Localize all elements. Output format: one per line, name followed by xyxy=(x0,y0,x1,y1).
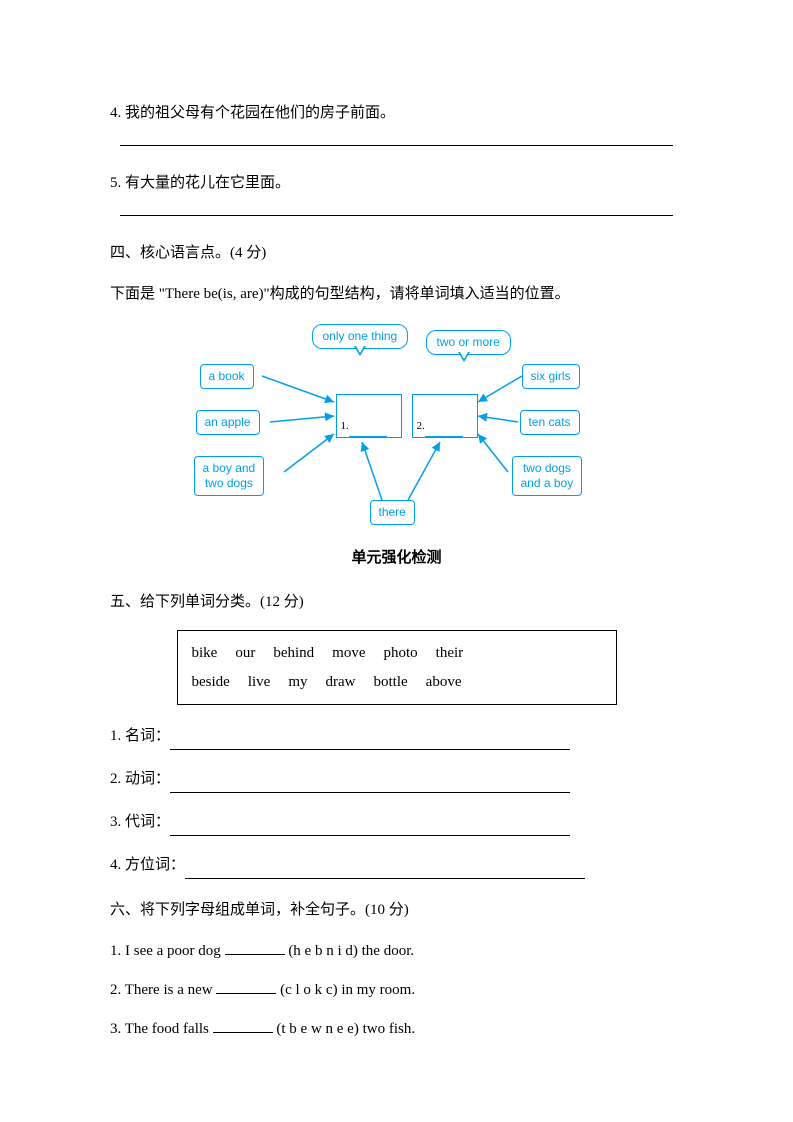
box-a-book: a book xyxy=(200,364,254,389)
question-5: 5. 有大量的花儿在它里面。 xyxy=(110,170,683,197)
word-row-1: bikeourbehindmovephototheir xyxy=(192,639,602,668)
category-1-blank[interactable] xyxy=(170,736,570,750)
diagram-container: only one thing two or more a book an app… xyxy=(110,324,683,524)
unit-test-title: 单元强化检测 xyxy=(110,544,683,571)
section-4-instruction: 下面是 "There be(is, are)"构成的句型结构，请将单词填入适当的… xyxy=(110,281,683,308)
section-5-title: 五、给下列单词分类。(12 分) xyxy=(110,589,683,616)
sentence-1-blank[interactable] xyxy=(225,943,285,955)
answer-line-5[interactable] xyxy=(120,215,673,216)
box-an-apple: an apple xyxy=(196,410,260,435)
box-ten-cats: ten cats xyxy=(520,410,580,435)
category-1: 1. 名词： xyxy=(110,723,683,750)
blank-2[interactable]: 2. xyxy=(412,394,478,438)
category-3: 3. 代词： xyxy=(110,809,683,836)
blank-1[interactable]: 1. xyxy=(336,394,402,438)
category-3-blank[interactable] xyxy=(170,822,570,836)
category-4-blank[interactable] xyxy=(185,865,585,879)
category-4: 4. 方位词： xyxy=(110,852,683,879)
answer-line-4[interactable] xyxy=(120,145,673,146)
section-6-title: 六、将下列字母组成单词，补全句子。(10 分) xyxy=(110,897,683,924)
box-there: there xyxy=(370,500,415,525)
sentence-1: 1. I see a poor dog (h e b n i d) the do… xyxy=(110,938,683,965)
category-2-blank[interactable] xyxy=(170,779,570,793)
word-row-2: besidelivemydrawbottleabove xyxy=(192,668,602,697)
box-a-boy-two-dogs: a boy and two dogs xyxy=(194,456,265,496)
question-4: 4. 我的祖父母有个花园在他们的房子前面。 xyxy=(110,100,683,127)
sentence-3: 3. The food falls (t b e w n e e) two fi… xyxy=(110,1016,683,1043)
section-4-title: 四、核心语言点。(4 分) xyxy=(110,240,683,267)
word-box: bikeourbehindmovephototheir besidelivemy… xyxy=(177,630,617,705)
box-six-girls: six girls xyxy=(522,364,580,389)
box-two-dogs-boy: two dogs and a boy xyxy=(512,456,583,496)
category-2: 2. 动词： xyxy=(110,766,683,793)
sentence-3-blank[interactable] xyxy=(213,1021,273,1033)
sentence-2: 2. There is a new (c l o k c) in my room… xyxy=(110,977,683,1004)
there-be-diagram: only one thing two or more a book an app… xyxy=(182,324,612,524)
sentence-2-blank[interactable] xyxy=(216,982,276,994)
